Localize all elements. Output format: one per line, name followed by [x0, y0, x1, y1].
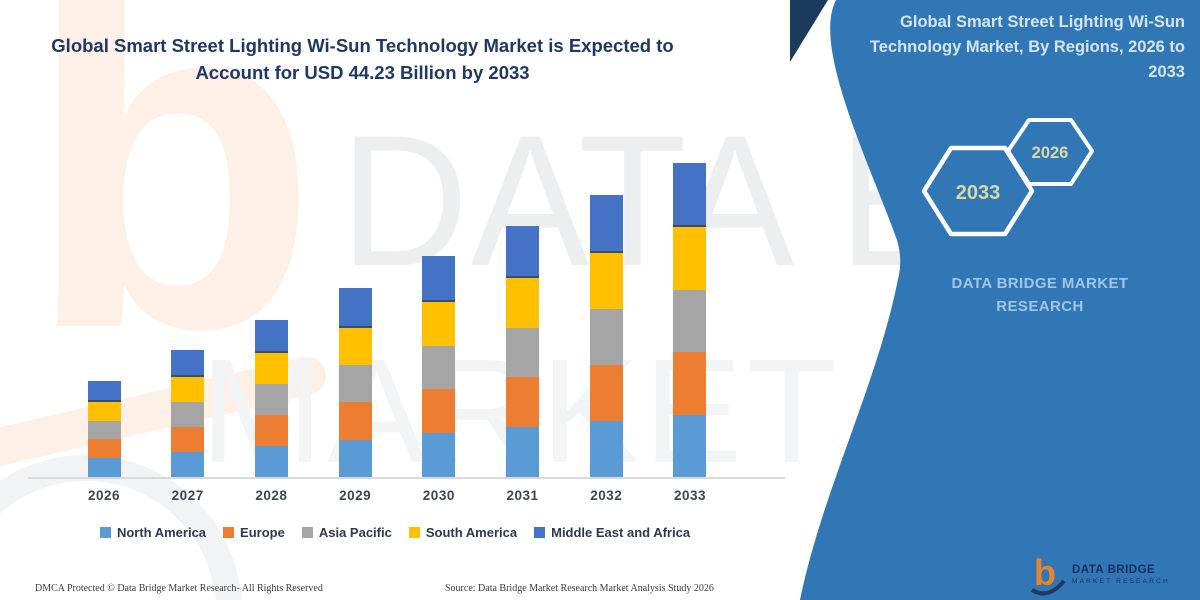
x-axis-label-2027: 2027 [171, 488, 204, 503]
stacked-bar-2032 [589, 195, 623, 477]
segment-2027-europe [171, 427, 205, 453]
segment-2029-south-america [338, 327, 372, 365]
company-logo: b DATA BRIDGE MARKET RESEARCH [1030, 553, 1170, 597]
stacked-bar-2031 [506, 226, 540, 477]
legend-swatch [534, 527, 546, 538]
segment-2032-europe [589, 365, 623, 421]
segment-2032-north-america [589, 421, 623, 477]
segment-2029-middle-east-and-africa [338, 288, 372, 328]
legend-label: North America [116, 525, 207, 540]
segment-2031-asia-pacific [506, 327, 540, 378]
segment-2030-south-america [422, 301, 456, 346]
legend-item-north-america: North America [99, 525, 207, 540]
segment-2029-asia-pacific [338, 364, 372, 403]
segment-2031-europe [506, 377, 540, 428]
x-axis-labels: 2026 2027 2028 2029 2030 2031 2032 2033 [0, 488, 790, 508]
segment-2029-north-america [338, 439, 372, 477]
segment-2027-north-america [171, 452, 205, 477]
side-panel-background [790, 0, 1200, 600]
legend-label: Asia Pacific [318, 525, 392, 540]
legend-item-asia-pacific: Asia Pacific [301, 525, 392, 540]
segment-2032-middle-east-and-africa [589, 195, 623, 253]
legend-item-middle-east-and-africa: Middle East and Africa [534, 525, 690, 540]
segment-2031-north-america [506, 427, 540, 477]
segment-2030-middle-east-and-africa [422, 256, 456, 302]
stacked-bar-2026 [87, 380, 121, 477]
x-axis-label-2030: 2030 [422, 488, 455, 503]
company-logo-icon: b [1030, 553, 1066, 596]
x-axis-label-2028: 2028 [255, 488, 288, 503]
segment-2027-middle-east-and-africa [171, 350, 205, 378]
panel-brand-text: DATA BRIDGE MARKET RESEARCH [920, 272, 1160, 318]
hexagon-badges: 2026 2033 [922, 118, 1094, 237]
svg-text:b: b [1034, 553, 1056, 593]
legend-label: Europe [240, 525, 285, 540]
segment-2026-asia-pacific [87, 420, 121, 440]
segment-2031-middle-east-and-africa [506, 226, 540, 278]
stacked-bar-2030 [422, 256, 456, 477]
company-logo-name: DATA BRIDGE [1072, 564, 1156, 577]
segment-2032-asia-pacific [589, 309, 623, 365]
hexagon-2033 [922, 145, 1035, 237]
hexagon-2026-label: 2026 [1032, 144, 1069, 162]
legend-item-europe: Europe [223, 525, 285, 540]
legend-swatch [223, 527, 235, 538]
segment-2033-north-america [673, 414, 707, 477]
segment-2028-north-america [254, 446, 288, 477]
segment-2033-asia-pacific [673, 289, 707, 353]
chart-legend: North America Europe Asia Pacific South Ame… [0, 525, 790, 540]
segment-2026-north-america [87, 458, 121, 477]
segment-2033-south-america [673, 227, 707, 290]
segment-2030-asia-pacific [422, 345, 456, 390]
segment-2028-europe [254, 415, 288, 447]
x-axis-label-2033: 2033 [673, 488, 706, 503]
legend-label: South America [425, 525, 518, 540]
panel-brand-line1: DATA BRIDGE MARKET [951, 275, 1129, 292]
segment-2028-south-america [254, 353, 288, 385]
segment-2031-south-america [506, 277, 540, 328]
segment-2033-europe [673, 352, 707, 415]
segment-2029-europe [338, 402, 372, 440]
legend-label: Middle East and Africa [551, 525, 691, 540]
bar-plot-area [0, 163, 790, 477]
x-axis-label-2026: 2026 [87, 488, 121, 503]
legend-item-south-america: South America [408, 525, 518, 540]
hexagon-2033-label: 2033 [956, 182, 1001, 204]
legend-swatch [408, 527, 420, 538]
segment-2026-middle-east-and-africa [87, 380, 121, 402]
x-axis-label-2032: 2032 [590, 488, 623, 503]
segment-2030-europe [422, 389, 456, 434]
segment-2027-asia-pacific [171, 402, 205, 428]
footer-source-text: Source: Data Bridge Market Research Mark… [445, 583, 714, 594]
segment-2028-middle-east-and-africa [254, 320, 288, 354]
segment-2032-south-america [589, 253, 623, 309]
panel-brand-line2: RESEARCH [996, 298, 1084, 315]
x-axis-label-2029: 2029 [339, 488, 372, 503]
stacked-bar-2027 [171, 350, 205, 477]
x-axis-line [28, 477, 785, 479]
segment-2026-south-america [87, 401, 121, 421]
segment-2030-north-america [422, 433, 456, 477]
x-axis-label-2031: 2031 [506, 488, 539, 503]
footer-dmca-text: DMCA Protected © Data Bridge Market Rese… [35, 583, 323, 594]
side-panel-title: Global Smart Street Lighting Wi-Sun Tech… [869, 13, 1185, 81]
company-logo-subname: MARKET RESEARCH [1072, 578, 1170, 585]
legend-swatch [301, 527, 313, 538]
legend-swatch [99, 527, 111, 538]
stacked-bar-2033 [673, 163, 707, 477]
segment-2033-middle-east-and-africa [673, 163, 707, 228]
segment-2026-europe [87, 439, 121, 459]
stacked-bar-2028 [254, 320, 288, 477]
stacked-bar-2029 [338, 288, 372, 477]
chart-title: Global Smart Street Lighting Wi-Sun Tech… [51, 35, 674, 83]
segment-2027-south-america [171, 377, 205, 403]
segment-2028-asia-pacific [254, 384, 288, 416]
